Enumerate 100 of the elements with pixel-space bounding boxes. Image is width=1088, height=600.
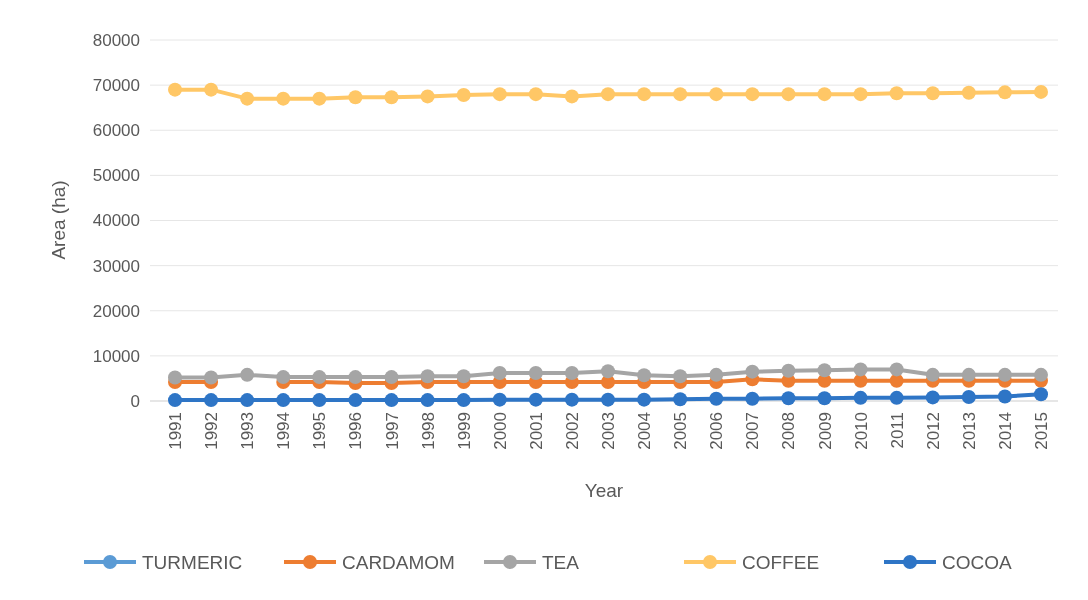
point	[528, 366, 543, 381]
legend-label: CARDAMOM	[342, 551, 455, 573]
point	[420, 393, 435, 408]
point	[240, 91, 255, 106]
point	[601, 392, 615, 407]
x-tick-label: 1996	[346, 412, 366, 450]
y-tick-label: 20000	[92, 301, 140, 321]
point	[348, 393, 363, 408]
x-tick-label: 2009	[815, 412, 835, 450]
x-tick-label: 1999	[454, 412, 474, 450]
point	[204, 82, 219, 97]
point	[925, 86, 940, 101]
point	[637, 87, 652, 102]
point	[889, 86, 904, 101]
x-tick-label: 2010	[851, 412, 871, 450]
point	[1034, 84, 1048, 99]
x-tick-label: 2013	[959, 412, 979, 450]
point	[997, 85, 1012, 100]
point	[745, 87, 760, 102]
y-tick-label: 40000	[92, 211, 140, 231]
x-tick-label: 2012	[923, 412, 943, 450]
point	[961, 85, 976, 100]
point	[204, 393, 219, 408]
legend-label: COCOA	[942, 551, 1012, 573]
y-tick-label: 30000	[92, 256, 140, 276]
x-tick-label: 2011	[887, 412, 907, 449]
y-tick-label: 50000	[92, 166, 140, 186]
x-tick-label: 2002	[562, 412, 582, 450]
y-tick-label: 80000	[92, 30, 140, 50]
point	[528, 392, 543, 407]
point	[997, 367, 1012, 382]
y-tick-label: 70000	[92, 76, 140, 96]
x-axis-title: Year	[584, 480, 624, 501]
point	[348, 370, 363, 385]
x-tick-label: 2007	[743, 412, 763, 450]
point	[817, 391, 832, 406]
point	[168, 82, 182, 97]
point	[781, 363, 796, 378]
point	[384, 393, 399, 408]
x-tick-label: 2015	[1032, 412, 1051, 450]
x-tick-label: 2001	[526, 412, 546, 450]
x-tick-label: 1997	[382, 412, 402, 450]
y-axis-title: Area (ha)	[48, 180, 69, 260]
point	[673, 369, 688, 384]
point	[348, 90, 363, 105]
point	[312, 393, 327, 408]
x-tick-label: 1992	[202, 412, 222, 450]
point	[276, 393, 291, 408]
x-tick-label: 2008	[779, 412, 799, 450]
point	[745, 364, 760, 379]
point	[384, 370, 399, 385]
point	[781, 87, 796, 102]
x-tick-label: 2004	[635, 412, 655, 450]
point	[637, 392, 652, 407]
point	[961, 367, 976, 382]
x-tick-label: 2006	[707, 412, 727, 450]
point	[889, 390, 904, 405]
point	[492, 366, 507, 381]
point	[853, 390, 868, 405]
point	[961, 389, 976, 404]
point	[240, 367, 255, 382]
x-tick-label: 1995	[310, 412, 330, 450]
point	[456, 88, 471, 103]
point	[492, 87, 507, 102]
x-tick-label: 1998	[418, 412, 438, 450]
point	[384, 90, 399, 105]
point	[276, 91, 291, 106]
x-tick-label: 1993	[238, 412, 258, 450]
point	[925, 367, 940, 382]
point	[276, 370, 291, 385]
point	[709, 87, 724, 102]
point	[637, 368, 652, 383]
x-tick-label: 2000	[490, 412, 510, 450]
point	[492, 392, 507, 407]
y-tick-label: 0	[130, 391, 140, 411]
point	[564, 366, 579, 381]
point	[709, 391, 724, 406]
x-tick-label: 2014	[995, 412, 1015, 450]
point	[456, 369, 471, 384]
x-tick-label: 1991	[166, 412, 185, 450]
point	[817, 363, 832, 378]
legend-label: COFFEE	[742, 551, 820, 573]
point	[168, 393, 182, 408]
point	[709, 367, 724, 382]
point	[853, 87, 868, 102]
point	[997, 389, 1012, 404]
legend-label: TEA	[542, 551, 580, 573]
y-tick-label: 10000	[92, 346, 140, 366]
point	[528, 87, 543, 102]
point	[673, 392, 688, 407]
x-tick-label: 2003	[599, 412, 618, 450]
legend-label: TURMERIC	[142, 551, 243, 573]
point	[204, 370, 219, 385]
point	[781, 391, 796, 406]
point	[853, 362, 868, 377]
y-tick-label: 60000	[92, 121, 140, 141]
point	[889, 362, 904, 377]
point	[312, 370, 327, 385]
point	[745, 391, 760, 406]
point	[1034, 367, 1048, 382]
